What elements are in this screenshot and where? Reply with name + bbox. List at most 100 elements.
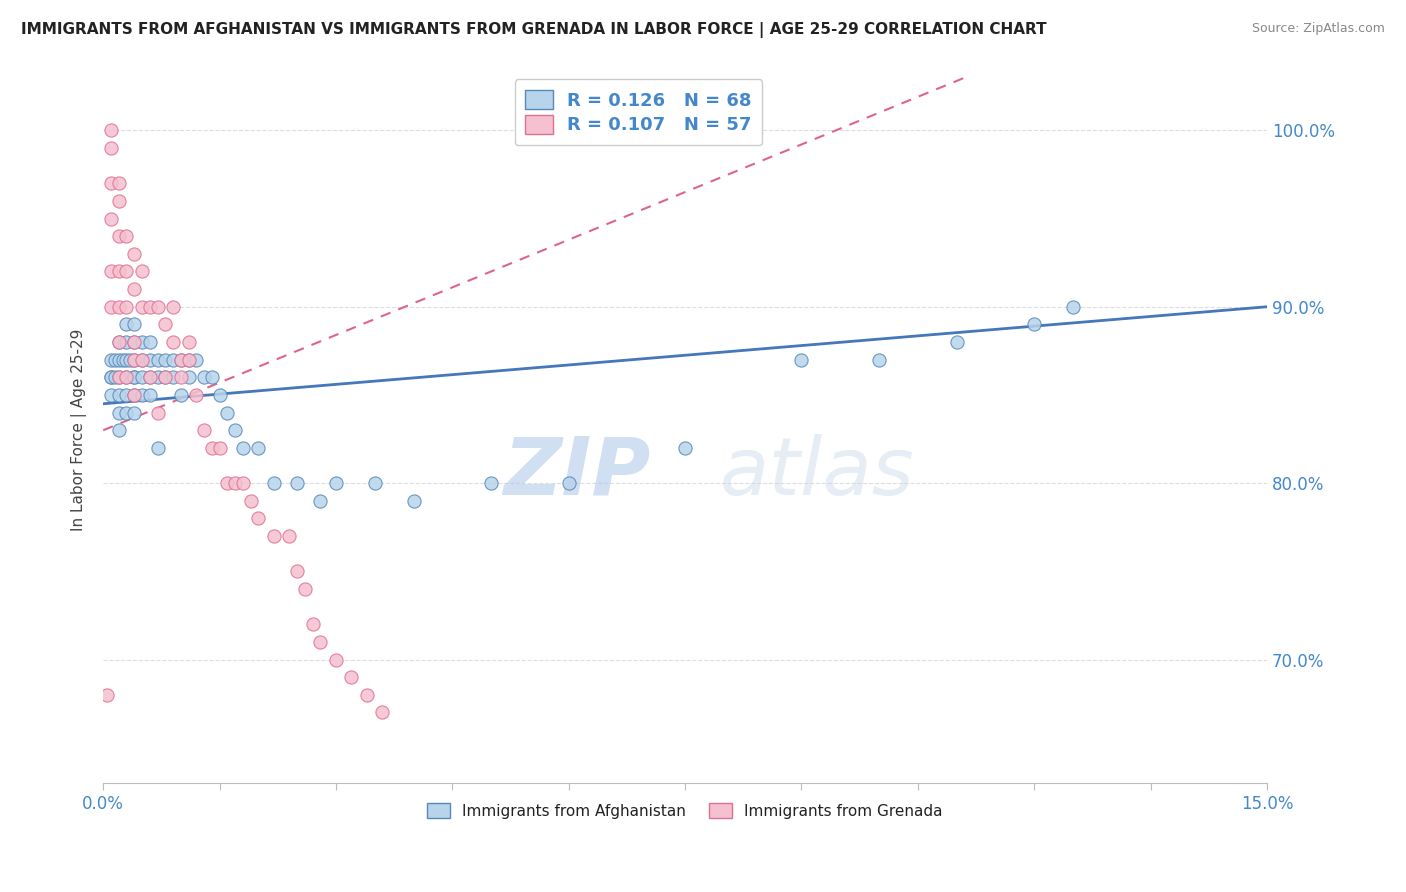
Point	[122, 370, 145, 384]
Point	[131, 370, 153, 384]
Point	[162, 300, 184, 314]
Point	[107, 334, 129, 349]
Point	[139, 370, 162, 384]
Point	[122, 282, 145, 296]
Point	[100, 300, 122, 314]
Point	[96, 688, 118, 702]
Point	[107, 334, 129, 349]
Point	[115, 334, 138, 349]
Point	[557, 476, 579, 491]
Point	[208, 441, 231, 455]
Point	[107, 388, 129, 402]
Text: atlas: atlas	[720, 434, 915, 512]
Point	[868, 352, 890, 367]
Point	[162, 334, 184, 349]
Point	[673, 441, 696, 455]
Point	[107, 423, 129, 437]
Point	[479, 476, 502, 491]
Point	[325, 652, 347, 666]
Point	[224, 476, 246, 491]
Point	[139, 388, 162, 402]
Point	[131, 334, 153, 349]
Point	[107, 176, 129, 190]
Point	[107, 194, 129, 208]
Point	[301, 617, 323, 632]
Point	[247, 511, 270, 525]
Point	[177, 370, 200, 384]
Point	[224, 423, 246, 437]
Y-axis label: In Labor Force | Age 25-29: In Labor Force | Age 25-29	[72, 329, 87, 532]
Point	[115, 370, 138, 384]
Point	[107, 300, 129, 314]
Point	[146, 300, 169, 314]
Point	[146, 441, 169, 455]
Point	[263, 476, 285, 491]
Point	[100, 211, 122, 226]
Point	[177, 334, 200, 349]
Point	[217, 476, 239, 491]
Point	[285, 565, 308, 579]
Point	[131, 352, 153, 367]
Point	[193, 370, 215, 384]
Point	[131, 352, 153, 367]
Point	[239, 493, 262, 508]
Text: Source: ZipAtlas.com: Source: ZipAtlas.com	[1251, 22, 1385, 36]
Point	[122, 388, 145, 402]
Point	[100, 123, 122, 137]
Point	[945, 334, 967, 349]
Point	[162, 352, 184, 367]
Point	[122, 334, 145, 349]
Point	[155, 318, 177, 332]
Point	[208, 388, 231, 402]
Point	[131, 300, 153, 314]
Point	[201, 441, 224, 455]
Point	[104, 370, 127, 384]
Point	[100, 264, 122, 278]
Point	[115, 388, 138, 402]
Point	[122, 247, 145, 261]
Point	[100, 388, 122, 402]
Point	[100, 352, 122, 367]
Point	[104, 352, 127, 367]
Point	[309, 493, 332, 508]
Point	[146, 352, 169, 367]
Point	[364, 476, 387, 491]
Point	[285, 476, 308, 491]
Point	[122, 406, 145, 420]
Point	[122, 318, 145, 332]
Legend: Immigrants from Afghanistan, Immigrants from Grenada: Immigrants from Afghanistan, Immigrants …	[422, 797, 949, 825]
Point	[107, 264, 129, 278]
Text: ZIP: ZIP	[503, 434, 650, 512]
Point	[177, 352, 200, 367]
Point	[162, 370, 184, 384]
Point	[155, 370, 177, 384]
Point	[201, 370, 224, 384]
Point	[193, 423, 215, 437]
Point	[170, 352, 193, 367]
Point	[100, 370, 122, 384]
Point	[186, 352, 208, 367]
Point	[217, 406, 239, 420]
Point	[115, 264, 138, 278]
Text: IMMIGRANTS FROM AFGHANISTAN VS IMMIGRANTS FROM GRENADA IN LABOR FORCE | AGE 25-2: IMMIGRANTS FROM AFGHANISTAN VS IMMIGRANT…	[21, 22, 1046, 38]
Point	[146, 406, 169, 420]
Point	[247, 441, 270, 455]
Point	[232, 476, 254, 491]
Point	[131, 388, 153, 402]
Point	[278, 529, 301, 543]
Point	[340, 670, 363, 684]
Point	[155, 352, 177, 367]
Point	[100, 176, 122, 190]
Point	[170, 370, 193, 384]
Point	[100, 141, 122, 155]
Point	[177, 352, 200, 367]
Point	[120, 352, 142, 367]
Point	[107, 406, 129, 420]
Point	[131, 264, 153, 278]
Point	[309, 635, 332, 649]
Point	[790, 352, 813, 367]
Point	[146, 370, 169, 384]
Point	[139, 334, 162, 349]
Point	[111, 352, 134, 367]
Point	[402, 493, 425, 508]
